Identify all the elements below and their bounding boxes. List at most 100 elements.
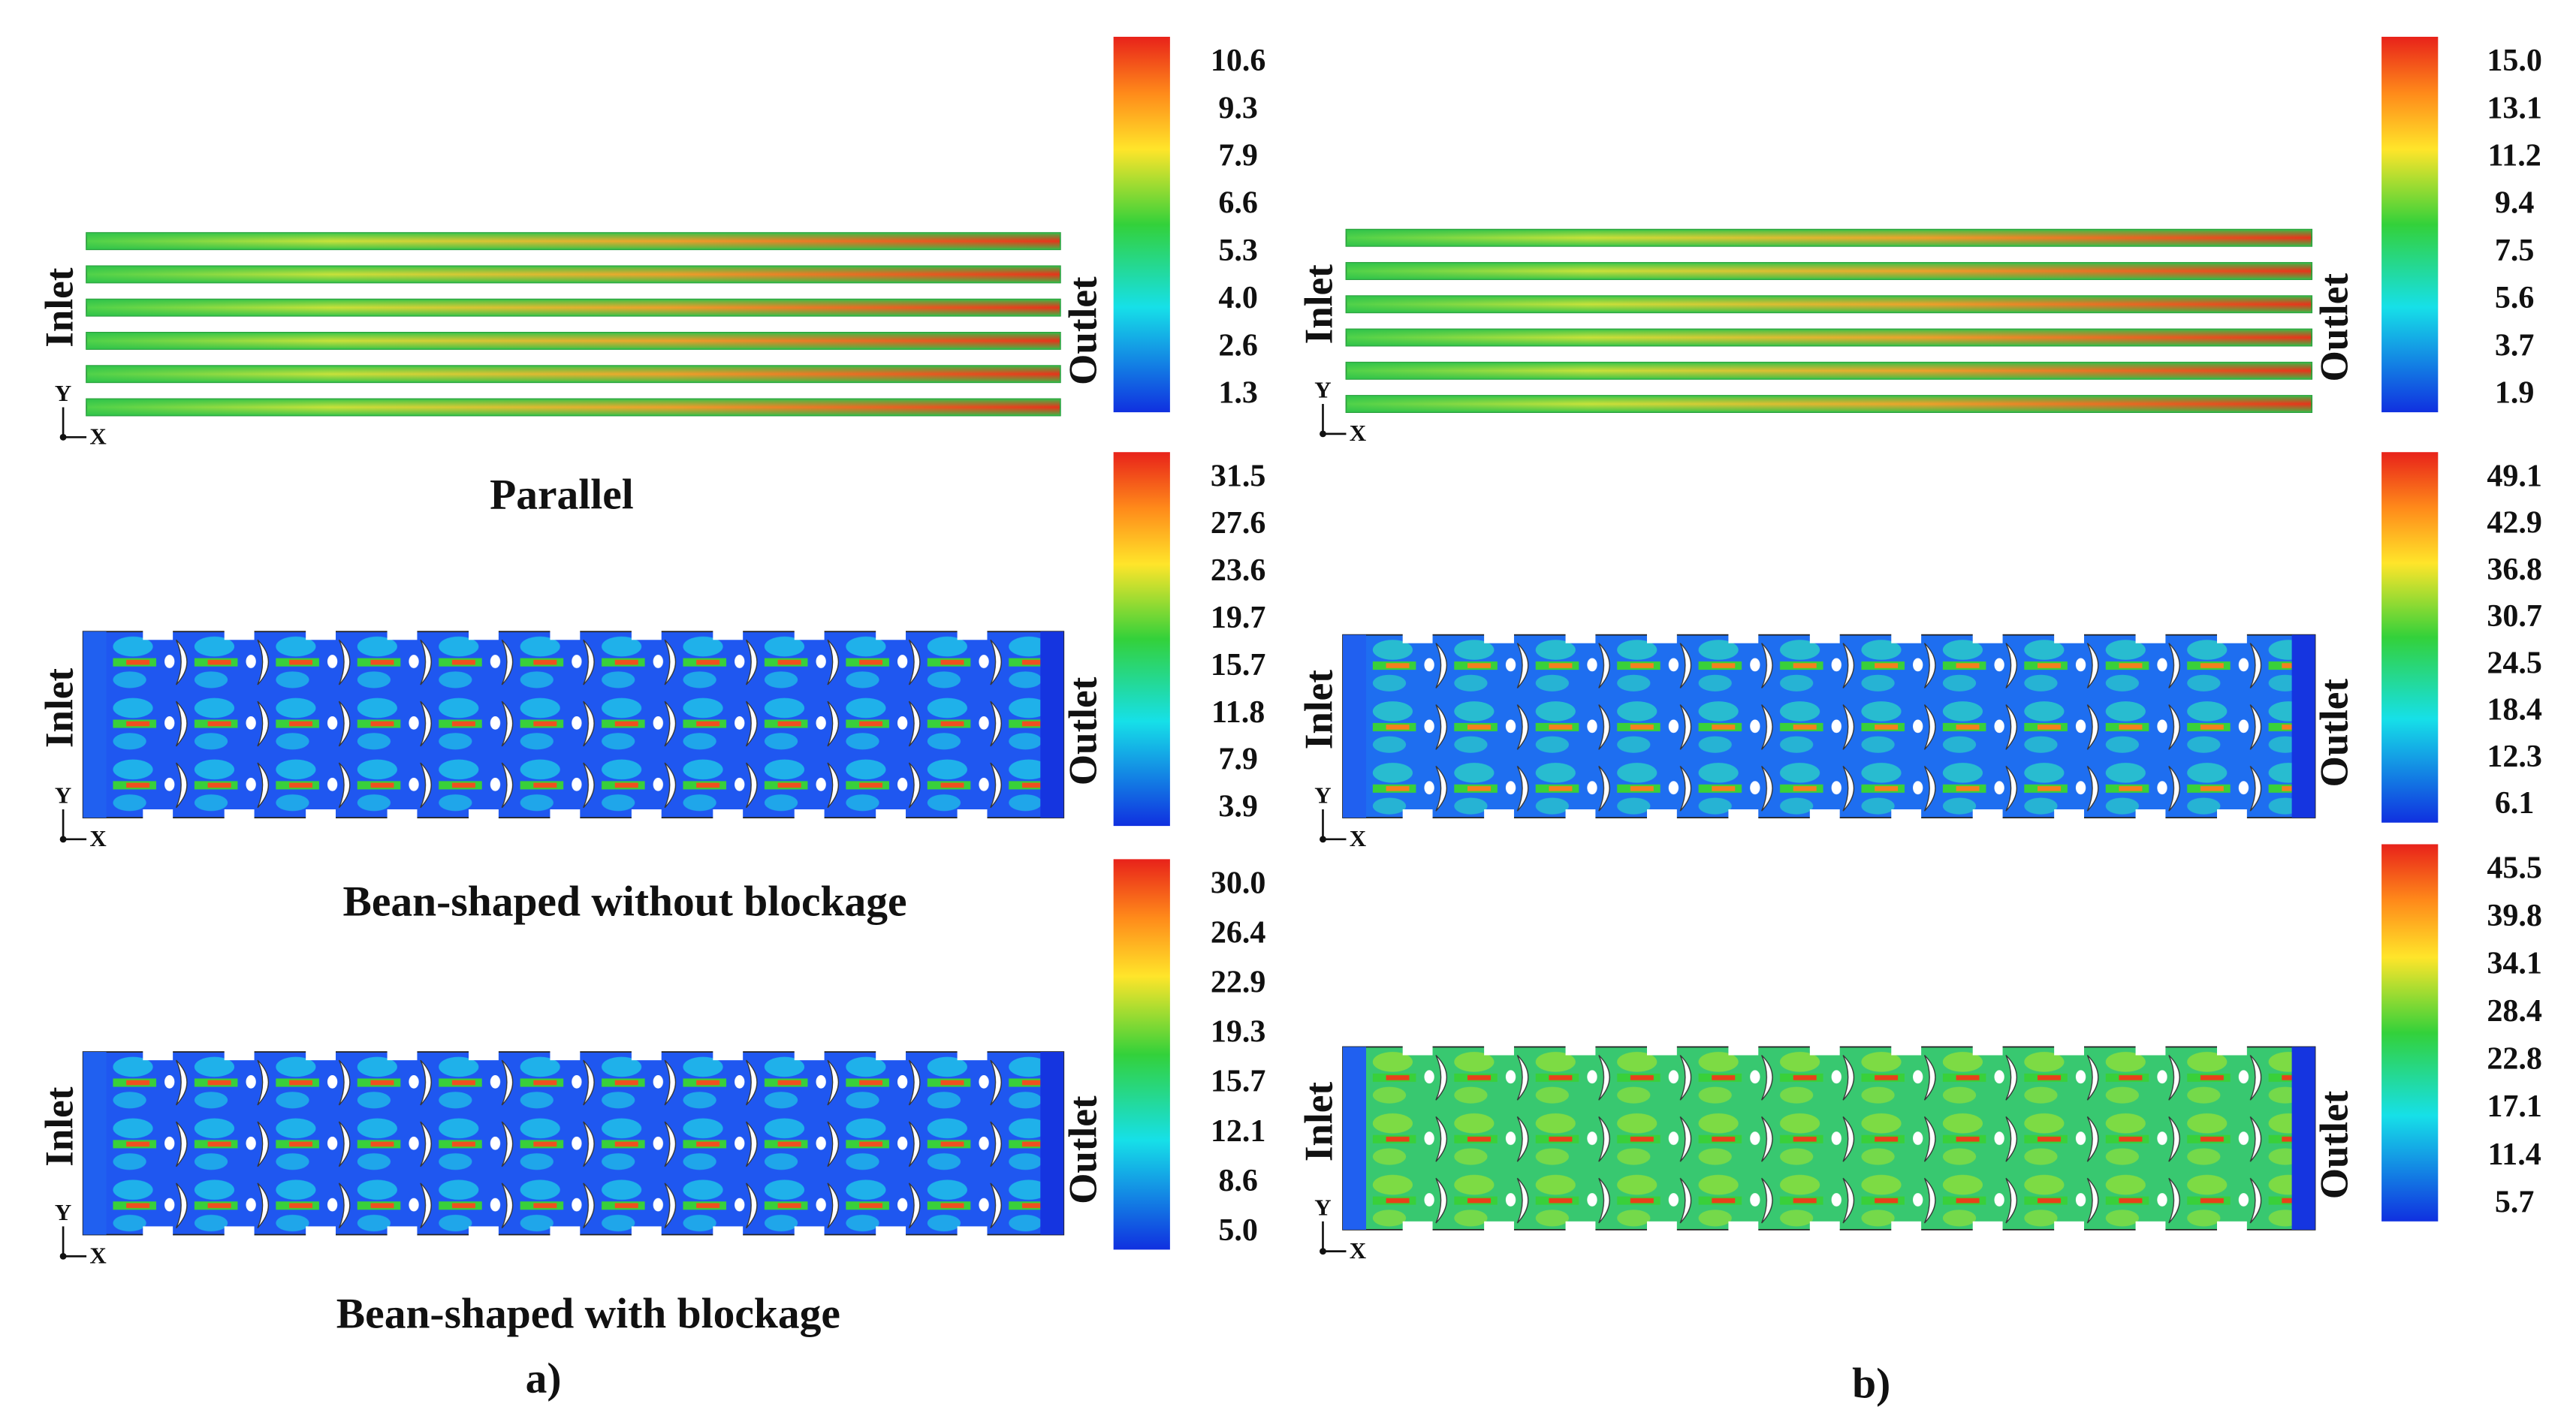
notch [1646,1045,1677,1056]
notch [2217,809,2247,820]
colorbar-tick-label: 1.9 [2495,376,2535,411]
notch [143,809,173,820]
colorbar-tick-label: 9.3 [1218,91,1258,125]
notch [1484,809,1514,820]
colorbar-tick-label: 49.1 [2487,459,2542,493]
colorbar-tick-label: 5.7 [2495,1185,2535,1219]
channel-wall [1346,229,2312,246]
axis-origin [59,836,67,843]
colorbar-tick-label: 3.9 [1218,790,1258,824]
notch [2054,1221,2084,1232]
colorbar-tick-label: 5.3 [1218,233,1258,268]
notch [876,629,906,640]
colorbar-tick-label: 39.8 [2487,899,2542,933]
notch [469,629,499,640]
contour-plot: Inlet Outlet XY 49.1 42.9 36.8 30.7 24.5 18.4 12.… [1298,452,2542,851]
colorbar [1113,859,1170,1250]
panel-label: a) [526,1355,562,1402]
colorbar-tick-label: 1.3 [1218,376,1258,411]
contour-plot: Inlet Outlet XY 10.6 9.3 7.9 6.6 5.3 4.0 2.6 1.3 Pa… [38,36,1265,518]
notch [1891,633,1922,643]
colorbar-tick-label: 13.1 [2487,91,2542,125]
notch [1891,1221,1922,1232]
notch [469,1050,499,1061]
colorbar-tick-label: 31.5 [1211,459,1266,493]
inlet-label: Inlet [1298,670,1341,750]
colorbar-tick-label: 28.4 [2487,994,2542,1029]
channel-wall [86,266,1060,283]
contour-plot: Inlet Outlet XY 15.0 13.1 11.2 9.4 7.5 5.6 3.7 1.9 [1298,36,2542,446]
colorbar-tick-label: 17.1 [2487,1089,2542,1124]
channel-wall [86,399,1060,416]
notch [794,809,825,820]
notch [306,629,336,640]
channel-wall [86,233,1060,250]
notch [143,1226,173,1237]
colorbar-tick-label: 5.6 [2495,281,2535,315]
colorbar-tick-label: 7.5 [2495,233,2535,268]
colorbar-tick-label: 24.5 [2487,646,2542,680]
notch [1565,633,1596,643]
notch [1728,1045,1759,1056]
notch [306,1050,336,1061]
notch [1972,1045,2003,1056]
colorbar-tick-label: 27.6 [1211,506,1266,541]
notch [224,809,255,820]
inlet-label: Inlet [38,668,81,749]
panel: a)Inlet OutletXY10.69.37.96.65.34.02.61.3… [38,36,1266,1402]
notch [794,629,825,640]
notch [957,809,988,820]
notch [224,629,255,640]
colorbar-tick-label: 11.4 [2487,1137,2541,1172]
colorbar-tick-label: 30.0 [1211,866,1266,900]
notch [957,1050,988,1061]
notch [2217,1045,2247,1056]
notch [1402,1221,1433,1232]
domain [82,1051,1065,1236]
y-axis-label: Y [1314,377,1331,403]
notch [2135,809,2166,820]
notch [2217,1221,2247,1232]
notch [713,629,744,640]
notch [1402,1045,1433,1056]
notch [1565,1045,1596,1056]
inlet-label: Inlet [1298,264,1341,345]
colorbar-tick-label: 3.7 [2495,328,2535,363]
colorbar-tick-label: 18.4 [2487,693,2542,728]
notch [306,809,336,820]
outlet-label: Outlet [2313,1090,2357,1199]
bean-domain [82,629,1065,820]
bean-domain [82,1050,1065,1237]
outlet-zone [1040,631,1064,818]
outlet-label: Outlet [1061,276,1105,385]
notch [1646,633,1677,643]
notch [1809,633,1840,643]
x-axis-label: X [1350,825,1366,851]
notch [631,809,662,820]
colorbar-tick-label: 36.8 [2487,553,2542,587]
outlet-label: Outlet [2313,273,2357,382]
notch [550,1226,581,1237]
outlet-label: Outlet [2313,679,2357,788]
bean-domain [1342,1045,2316,1232]
bean-domain [1342,633,2316,820]
channel-wall [1346,395,2312,413]
notch [794,1226,825,1237]
channel-wall [1346,262,2312,280]
channel-wall [86,332,1060,350]
y-axis-label: Y [1314,1194,1331,1220]
panel: b)Inlet OutletXY15.013.111.29.47.55.63.71… [1298,36,2542,1407]
y-axis-label: Y [55,380,71,406]
notch [1402,633,1433,643]
colorbar-tick-label: 22.8 [2487,1042,2542,1077]
axis-origin [1320,836,1326,843]
notch [1809,1221,1840,1232]
colorbar [1113,36,1170,413]
outlet-zone [2291,634,2315,818]
outlet-zone [2291,1047,2315,1230]
y-axis-label: Y [1314,782,1331,809]
inlet-label: Inlet [1298,1082,1341,1162]
domain [1342,1046,2316,1231]
colorbar-tick-label: 4.0 [1218,281,1258,315]
y-axis-label: Y [55,1199,71,1225]
